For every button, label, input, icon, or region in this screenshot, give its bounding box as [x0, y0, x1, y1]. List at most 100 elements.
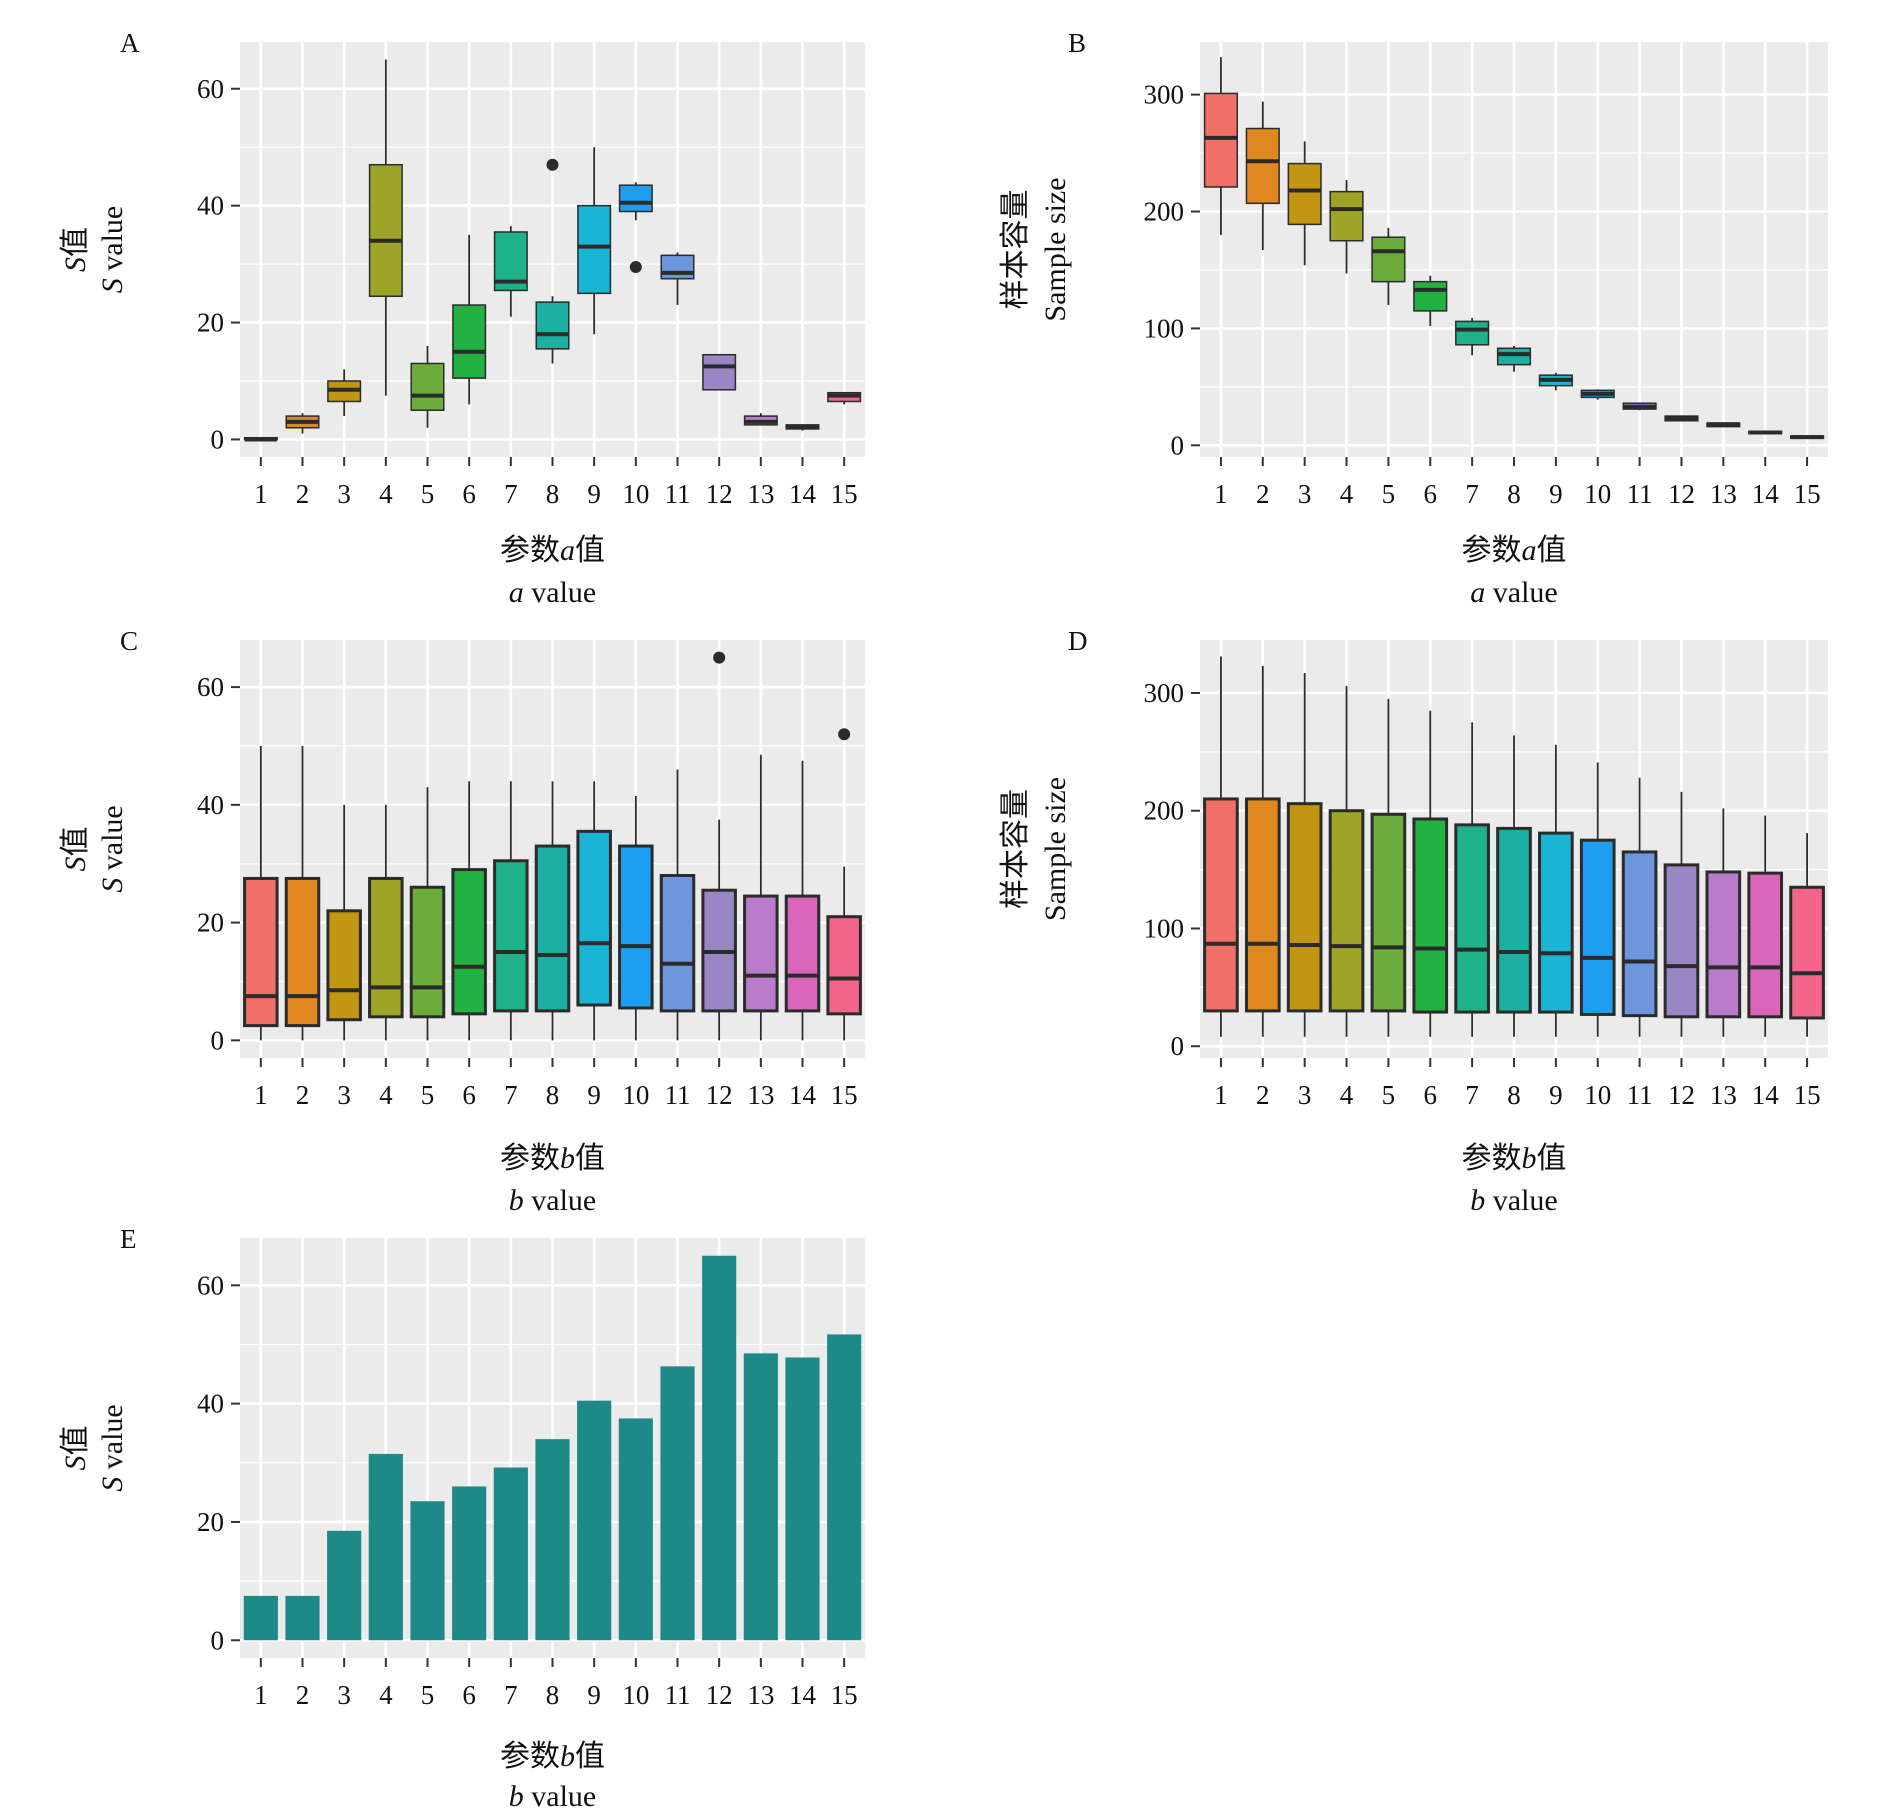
panel-d-x-tick-label: 12: [1668, 1080, 1695, 1110]
panel-a-x-tick-label: 15: [831, 479, 858, 509]
panel-d-box-10: [1579, 762, 1616, 1037]
panel-e-x-tick-label: 8: [546, 1680, 560, 1710]
panel-a-box-3: [327, 369, 362, 417]
panel-a-x-tick-label: 13: [747, 479, 774, 509]
panel-c-box-15: [826, 728, 862, 1041]
panel-a-x-axis-title-prefix: 参数: [500, 534, 560, 567]
panel-c-x-tick-label: 1: [254, 1080, 268, 1110]
panel-b-x-tick-label: 3: [1298, 479, 1312, 509]
panel-d-box-body: [1454, 823, 1490, 1014]
panel-b-box-body: [1245, 127, 1280, 205]
panel-d-x-axis-subtitle: b value: [1470, 1184, 1557, 1217]
panel-b-box-11: [1622, 402, 1657, 411]
panel-c-box-5: [409, 787, 446, 1041]
panel-c-y-axis-title-italic: S: [59, 857, 92, 872]
panel-b-box-10: [1580, 389, 1615, 400]
panel-b-x-tick-label: 4: [1340, 479, 1354, 509]
panel-e-letter: E: [120, 1224, 137, 1254]
panel-e-bar-12: [702, 1255, 737, 1641]
panel-b-box-3: [1287, 141, 1322, 266]
panel-b-box-body: [1371, 236, 1406, 283]
panel-c-box-body: [493, 859, 529, 1013]
panel-d-y-tick-label: 300: [1144, 678, 1185, 708]
panel-c-box-body: [326, 909, 362, 1022]
panel-a-y-tick-label: 0: [211, 424, 225, 454]
panel-d-x-tick-label: 1: [1214, 1080, 1228, 1110]
panel-a-x-tick-label: 12: [706, 479, 733, 509]
panel-b-x-axis-subtitle: a value: [1470, 576, 1557, 609]
panel-d-x-tick-label: 14: [1752, 1080, 1780, 1110]
panel-c-box-7: [493, 781, 529, 1041]
panel-c-y-axis-title-text: 值: [59, 827, 92, 857]
panel-c-x-axis-subtitle: b value: [509, 1184, 596, 1217]
panel-d-x-tick-label: 9: [1549, 1080, 1563, 1110]
panel-a-x-axis-subtitle: a value: [509, 576, 596, 609]
panel-b-y-tick-label: 300: [1144, 80, 1185, 110]
panel-b-x-tick-label: 11: [1627, 479, 1653, 509]
panel-a-box-body: [618, 184, 653, 213]
panel-a-x-axis-title-italic: a: [560, 534, 575, 567]
panel-b-box-body: [1287, 162, 1322, 226]
panel-e-x-tick-label: 7: [504, 1680, 518, 1710]
panel-c-box-12: [701, 651, 737, 1041]
panel-a-box-8: [535, 158, 570, 364]
panel-b-x-axis-title-prefix: 参数: [1462, 534, 1522, 567]
panel-c-x-tick-label: 8: [546, 1080, 560, 1110]
panel-b-box-8: [1496, 345, 1532, 372]
panel-e-y-axis-title: S值: [59, 1426, 92, 1471]
panel-c-y-axis-subtitle: S value: [96, 805, 129, 892]
panel-a-x-axis-subtitle-text: value: [524, 576, 596, 609]
panel-c-x-axis-title: 参数b值: [500, 1142, 605, 1175]
panel-a-x-tick-label: 10: [622, 479, 649, 509]
panel-b-x-tick-label: 10: [1584, 479, 1611, 509]
panel-c-box-13: [743, 754, 779, 1041]
panel-a-box-body: [410, 362, 445, 411]
panel-d-x-axis-title-text: 值: [1537, 1142, 1567, 1175]
panel-e-bar-1: [243, 1595, 278, 1641]
panel-d-box-8: [1496, 735, 1532, 1037]
panel-d-x-tick-label: 6: [1424, 1080, 1438, 1110]
panel-a-x-tick-label: 7: [504, 479, 518, 509]
panel-d-box-13: [1705, 808, 1742, 1037]
panel-c-box-11: [659, 769, 696, 1041]
panel-d-letter: D: [1068, 626, 1088, 656]
panel-c-box-14: [784, 760, 821, 1041]
panel-d-box-14: [1747, 815, 1784, 1037]
panel-d-x-tick-label: 5: [1382, 1080, 1396, 1110]
panel-a-box-10: [618, 182, 653, 274]
panel-b-x-tick-label: 6: [1424, 479, 1438, 509]
panel-a-box-6: [452, 234, 487, 405]
panel-e-y-tick-label: 40: [197, 1389, 224, 1419]
panel-e-x-tick-label: 4: [379, 1680, 393, 1710]
panel-d-box-11: [1621, 777, 1658, 1037]
panel-b-x-tick-label: 2: [1256, 479, 1270, 509]
panel-a-x-tick-label: 6: [462, 479, 476, 509]
panel-e-x-tick-label: 11: [665, 1680, 691, 1710]
panel-e-x-tick-label: 5: [421, 1680, 435, 1710]
panel-d-box-body: [1663, 863, 1700, 1019]
panel-d-box-body: [1412, 817, 1449, 1014]
panel-d-y-axis-title: 样本容量: [999, 789, 1032, 909]
panel-a-x-tick-label: 5: [421, 479, 435, 509]
panel-d-x-tick-label: 7: [1465, 1080, 1479, 1110]
panel-d-box-6: [1412, 710, 1449, 1037]
panel-b-x-tick-label: 1: [1214, 479, 1228, 509]
panel-c-x-tick-label: 12: [706, 1080, 733, 1110]
panel-d-y-axis-subtitle: Sample size: [1039, 777, 1072, 921]
panel-a-x-tick-label: 8: [546, 479, 560, 509]
panel-c-y-axis-subtitle-italic: S: [96, 878, 129, 893]
panel-d-box-1: [1203, 656, 1239, 1037]
panel-a-x-tick-label: 1: [254, 479, 268, 509]
panel-e-bar-14: [785, 1357, 820, 1641]
panel-d-x-tick-label: 15: [1794, 1080, 1821, 1110]
panel-e-x-axis-subtitle: b value: [509, 1780, 596, 1813]
panel-b-x-tick-label: 9: [1549, 479, 1563, 509]
panel-d-x-tick-label: 8: [1507, 1080, 1521, 1110]
panel-c-y-axis-title: S值: [59, 827, 92, 872]
panel-c-x-tick-label: 10: [622, 1080, 649, 1110]
panel-e-x-axis-subtitle-italic: b: [509, 1780, 524, 1813]
panel-b-box-14: [1748, 430, 1783, 435]
panel-b-box-12: [1664, 415, 1699, 422]
panel-a-box-1: [243, 436, 278, 442]
panel-d-x-tick-label: 3: [1298, 1080, 1312, 1110]
